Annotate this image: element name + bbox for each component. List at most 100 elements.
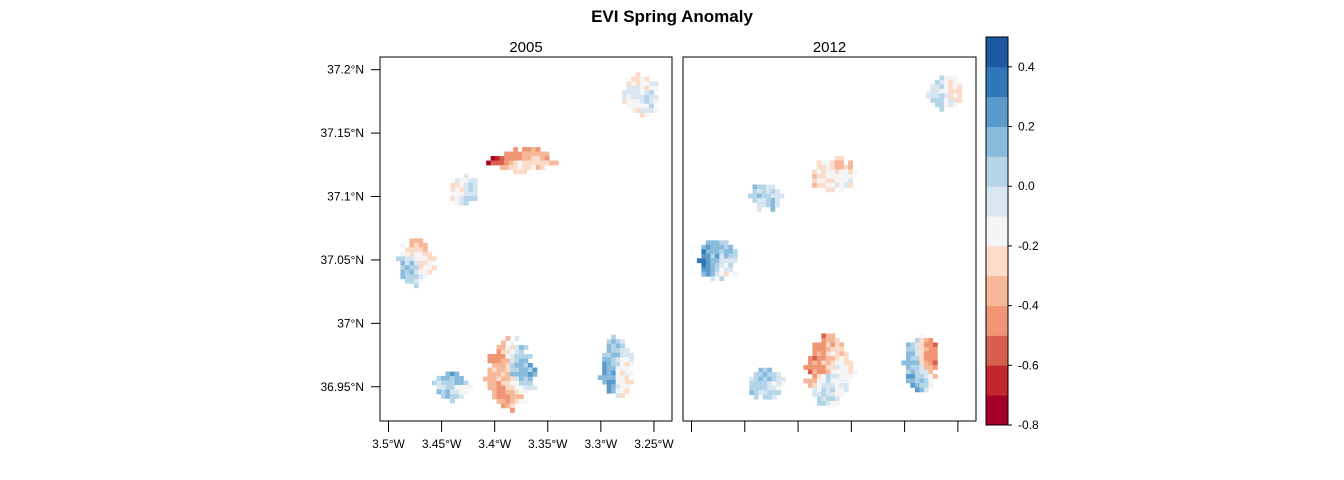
raster-cell [501,403,506,409]
raster-cell [843,182,849,188]
raster-cell [771,390,777,396]
raster-cell [923,337,929,343]
raster-cell [696,258,702,264]
raster-cell [522,165,527,170]
raster-cell [624,352,630,358]
raster-cell [532,367,538,373]
raster-cell [816,369,822,375]
raster-cell [701,244,707,250]
raster-cell [620,388,625,394]
y-tick-label: 37.15°N [321,126,365,140]
raster-cell [615,357,621,363]
raster-cell [620,348,625,354]
raster-cell [710,267,716,273]
raster-cell [496,345,502,350]
raster-cell [644,81,650,87]
raster-cell [622,99,627,105]
raster-cell [723,249,729,255]
raster-cell [825,182,831,188]
raster-cell [848,369,854,375]
raster-cell [492,381,497,386]
raster-cell [825,355,831,361]
raster-cell [454,200,460,206]
raster-cell [825,351,831,357]
raster-cell [501,385,506,391]
raster-cell [816,351,822,357]
raster-cell [510,399,515,404]
raster-cell [830,351,836,357]
raster-cell [519,358,524,364]
raster-cell [705,244,711,250]
raster-cell [487,381,493,386]
raster-cell [705,267,711,273]
raster-cell [758,385,764,391]
raster-cell [606,384,612,390]
raster-cell [821,387,827,393]
raster-cell [513,156,518,161]
raster-cell [544,160,550,166]
raster-cell [821,346,827,352]
raster-cell [803,364,809,370]
raster-cell [649,99,654,105]
raster-cell [714,262,720,268]
raster-cell [505,367,511,373]
raster-cell [825,160,831,166]
raster-cell [812,173,817,179]
raster-cell [701,271,707,277]
raster-cell [459,389,464,395]
raster-cell [816,182,822,188]
raster-cell [445,380,451,386]
raster-cell [825,164,831,170]
raster-cell [723,244,729,250]
raster-cell [821,391,827,397]
raster-cell [523,358,529,364]
raster-cell [752,193,758,199]
raster-cell [635,72,641,78]
raster-cell [635,76,641,82]
raster-cell [770,202,776,208]
raster-cell [943,97,949,103]
raster-cell [923,360,929,366]
raster-cell [644,99,650,105]
raster-cell [486,160,491,166]
raster-cell [761,189,767,194]
raster-cell [496,367,502,373]
raster-cell [490,156,496,161]
raster-cell [762,381,768,387]
raster-cell [839,182,844,188]
raster-cell [762,367,768,373]
raster-cell [919,337,925,343]
raster-cell [749,390,755,396]
raster-cell [803,378,809,384]
y-tick-label: 37°N [337,316,364,330]
raster-cell [905,351,911,357]
raster-cell [514,367,520,373]
raster-cell [487,372,493,377]
raster-cell [620,370,625,376]
raster-cell [629,357,634,363]
raster-cell [454,394,460,399]
raster-cell [932,360,938,366]
raster-cell [770,193,776,199]
raster-cell [762,376,768,382]
raster-cell [404,251,410,257]
raster-cell [400,274,406,280]
raster-cell [834,342,840,348]
raster-cell [468,385,473,390]
raster-cell [812,360,818,366]
colorbar-bin [986,96,1008,127]
raster-cell [505,354,511,359]
raster-cell [934,79,940,85]
raster-cell [910,355,916,361]
raster-cell [957,97,963,103]
raster-cell [620,343,625,349]
x-tick-label: 3.4°W [478,437,511,451]
raster-cell [649,81,654,87]
raster-cell [649,108,654,114]
raster-cell [510,349,515,355]
raster-cell [914,382,920,388]
raster-cell [413,278,419,284]
raster-cell [952,75,958,81]
raster-cell [923,342,929,348]
raster-cell [723,271,729,277]
